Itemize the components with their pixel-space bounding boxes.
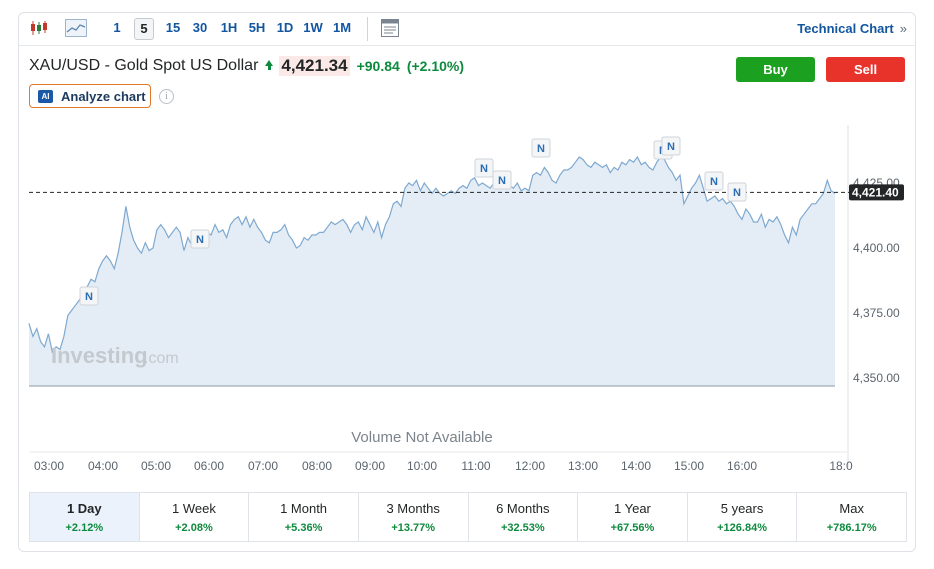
buy-button[interactable]: Buy: [736, 57, 815, 82]
timeframe-1h[interactable]: 1H: [220, 20, 238, 35]
x-tick-label: 13:00: [568, 459, 598, 473]
period-change: +786.17%: [826, 522, 877, 534]
x-tick-label: 05:00: [141, 459, 171, 473]
double-chevron-right-icon: »: [899, 21, 907, 36]
period-label: 1 Month: [280, 501, 328, 516]
info-icon[interactable]: i: [159, 89, 174, 104]
volume-not-available: Volume Not Available: [351, 429, 492, 446]
last-price-tag: 4,421.40: [849, 184, 904, 201]
y-tick-label: 4,400.00: [853, 241, 900, 255]
last-price-tag-text: 4,421.40: [852, 185, 899, 199]
svg-text:N: N: [196, 234, 204, 246]
analyze-chart-button[interactable]: AI Analyze chart: [29, 84, 151, 108]
toolbar-divider: [367, 17, 368, 41]
timeframe-1[interactable]: 1: [113, 20, 121, 35]
technical-chart-label: Technical Chart: [797, 21, 894, 36]
x-tick-label: 08:00: [302, 459, 332, 473]
news-marker[interactable]: N: [661, 136, 681, 156]
x-tick-label: 14:00: [621, 459, 651, 473]
svg-text:N: N: [85, 291, 93, 303]
period-change: +32.53%: [500, 522, 545, 534]
timeframe-5h[interactable]: 5H: [248, 20, 266, 35]
period-5-years[interactable]: 5 years +126.84%: [686, 493, 797, 541]
period-change: +5.36%: [284, 522, 323, 534]
price-change-percent: (+2.10%): [406, 58, 465, 74]
x-tick-label: 09:00: [355, 459, 385, 473]
period-max[interactable]: Max +786.17%: [796, 493, 906, 541]
up-arrow-icon: [265, 60, 274, 70]
period-label: 1 Day: [66, 501, 102, 516]
x-tick-label: 07:00: [248, 459, 278, 473]
svg-text:N: N: [667, 141, 675, 153]
period-change: +2.12%: [65, 522, 104, 534]
x-tick-label: 04:00: [88, 459, 118, 473]
timeframe-1d[interactable]: 1D: [276, 20, 294, 35]
svg-text:N: N: [480, 163, 488, 175]
analyze-chart-label: Analyze chart: [61, 88, 146, 104]
timeframe-1m[interactable]: 1M: [332, 20, 352, 35]
watermark-suffix: .com: [144, 350, 179, 367]
period-label: 5 years: [720, 501, 764, 516]
svg-text:N: N: [498, 175, 506, 187]
x-tick-label: 10:00: [407, 459, 437, 473]
period-change: +126.84%: [717, 522, 767, 534]
x-tick-label: 15:00: [674, 459, 704, 473]
period-change: +67.56%: [610, 522, 655, 534]
period-1-week[interactable]: 1 Week +2.08%: [138, 493, 249, 541]
svg-text:N: N: [537, 143, 545, 155]
svg-text:N: N: [733, 187, 741, 199]
last-price: 4,421.34: [279, 56, 350, 76]
technical-chart-link[interactable]: Technical Chart »: [797, 21, 907, 36]
y-tick-label: 4,375.00: [853, 306, 900, 320]
news-marker[interactable]: N: [190, 229, 210, 249]
x-tick-label: 06:00: [194, 459, 224, 473]
timeframe-15[interactable]: 15: [165, 20, 181, 35]
news-marker[interactable]: N: [704, 171, 724, 191]
instrument-header: XAU/USD - Gold Spot US Dollar 4,421.34 +…: [29, 56, 464, 76]
indicators-icon[interactable]: [379, 17, 401, 39]
sell-button[interactable]: Sell: [826, 57, 905, 82]
period-change: +2.08%: [175, 522, 213, 534]
price-line: [28, 155, 836, 354]
period-1-month[interactable]: 1 Month +5.36%: [248, 493, 358, 541]
price-change: +90.84: [356, 58, 400, 74]
investing-watermark: Investing .com: [51, 343, 179, 368]
x-tick-label: 18:0: [829, 459, 853, 473]
x-tick-label: 11:00: [461, 459, 490, 473]
performance-periods: 1 Day +2.12% 1 Week +2.08% 1 Month +5.36% 3 Mo…: [29, 492, 907, 542]
news-marker[interactable]: N: [474, 158, 494, 178]
news-marker[interactable]: N: [79, 286, 99, 306]
news-marker[interactable]: N: [727, 182, 747, 202]
instrument-title: XAU/USD - Gold Spot US Dollar: [29, 57, 259, 74]
news-marker[interactable]: N: [492, 170, 512, 190]
x-tick-label: 16:00: [727, 459, 757, 473]
timeframe-30[interactable]: 30: [192, 20, 208, 35]
timeframe-1w[interactable]: 1W: [303, 20, 323, 35]
watermark-main: Investing: [51, 343, 148, 368]
period-change: +13.77%: [391, 522, 436, 534]
period-6-months[interactable]: 6 Months +32.53%: [467, 493, 578, 541]
period-1-year[interactable]: 1 Year +67.56%: [577, 493, 687, 541]
period-label: Max: [839, 501, 864, 516]
ai-icon: AI: [38, 89, 53, 103]
period-label: 1 Year: [614, 501, 651, 516]
candlestick-icon[interactable]: [29, 17, 49, 39]
y-tick-label: 4,350.00: [853, 371, 900, 385]
period-label: 6 Months: [496, 501, 550, 516]
timeframe-5[interactable]: 5: [134, 18, 154, 40]
period-label: 1 Week: [172, 501, 216, 516]
period-1-day[interactable]: 1 Day +2.12%: [30, 493, 139, 541]
chart-widget: 1 5 15 30 1H 5H 1D 1W 1M Technical Chart…: [18, 12, 916, 552]
period-3-months[interactable]: 3 Months +13.77%: [357, 493, 468, 541]
price-area-fill: [29, 157, 835, 386]
x-tick-label: 12:00: [515, 459, 545, 473]
area-chart-icon[interactable]: [64, 17, 88, 39]
chart-toolbar: 1 5 15 30 1H 5H 1D 1W 1M Technical Chart…: [19, 13, 915, 46]
period-label: 3 Months: [386, 501, 440, 516]
news-marker[interactable]: N: [531, 138, 551, 158]
svg-text:N: N: [710, 176, 718, 188]
x-tick-label: 03:00: [34, 459, 64, 473]
price-chart[interactable]: Investing .com NNNNNNNNN 4,350.004,375.0…: [19, 13, 917, 483]
